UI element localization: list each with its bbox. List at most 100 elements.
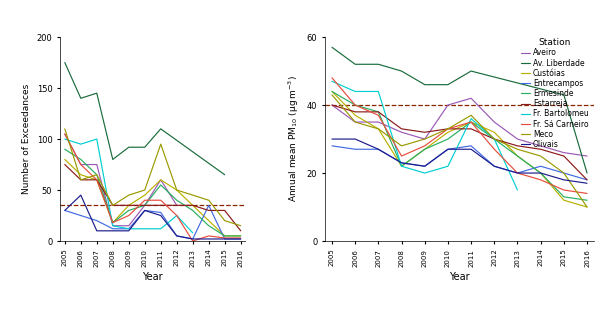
Estarreja bbox=[445, 127, 452, 131]
Ermesinde bbox=[173, 198, 181, 202]
Entrecampos bbox=[205, 203, 212, 207]
Line: Fr. Bartolomeu: Fr. Bartolomeu bbox=[65, 139, 193, 233]
Line: Fr. Bartolomeu: Fr. Bartolomeu bbox=[332, 81, 517, 190]
Ermesinde bbox=[375, 110, 382, 114]
Fr. Sá Carneiro bbox=[421, 144, 428, 148]
Av. Liberdade bbox=[560, 93, 568, 97]
Fr. Sá Carneiro bbox=[61, 132, 68, 136]
Meco bbox=[61, 127, 68, 131]
Av. Liberdade bbox=[375, 62, 382, 66]
Ermesinde bbox=[560, 195, 568, 199]
Av. Liberdade bbox=[352, 62, 359, 66]
Fr. Bartolomeu bbox=[375, 90, 382, 93]
Line: Fr. Sá Carneiro: Fr. Sá Carneiro bbox=[332, 78, 587, 193]
Av. Liberdade bbox=[109, 158, 116, 161]
Olivais bbox=[205, 237, 212, 241]
Line: Estarreja: Estarreja bbox=[65, 164, 241, 231]
Av. Liberdade bbox=[61, 61, 68, 64]
Aveiro bbox=[352, 120, 359, 124]
Fr. Sá Carneiro bbox=[560, 188, 568, 192]
Meco bbox=[467, 113, 475, 117]
Meco bbox=[157, 142, 164, 146]
X-axis label: Year: Year bbox=[449, 272, 470, 282]
Meco bbox=[537, 154, 544, 158]
Custóias bbox=[398, 164, 405, 168]
Custóias bbox=[491, 130, 498, 134]
Ermesinde bbox=[583, 198, 590, 202]
Estarreja bbox=[560, 154, 568, 158]
Aveiro bbox=[109, 224, 116, 227]
Estarreja bbox=[93, 178, 100, 182]
Ermesinde bbox=[77, 158, 85, 161]
Meco bbox=[141, 188, 148, 192]
Entrecampos bbox=[467, 144, 475, 148]
Custóias bbox=[421, 147, 428, 151]
Custóias bbox=[77, 173, 85, 177]
Y-axis label: Annual mean PM$_{10}$ (μg m$^{-3}$): Annual mean PM$_{10}$ (μg m$^{-3}$) bbox=[287, 76, 301, 202]
Fr. Bartolomeu bbox=[421, 171, 428, 175]
Estarreja bbox=[157, 203, 164, 207]
Aveiro bbox=[141, 203, 148, 207]
Olivais bbox=[328, 137, 335, 141]
Line: Aveiro: Aveiro bbox=[65, 134, 177, 226]
Custóias bbox=[537, 171, 544, 175]
Custóias bbox=[352, 113, 359, 117]
Fr. Bartolomeu bbox=[157, 227, 164, 231]
Fr. Sá Carneiro bbox=[537, 178, 544, 182]
Av. Liberdade bbox=[398, 69, 405, 73]
Fr. Bartolomeu bbox=[125, 227, 133, 231]
Ermesinde bbox=[93, 173, 100, 177]
Line: Fr. Sá Carneiro: Fr. Sá Carneiro bbox=[65, 134, 241, 241]
Custóias bbox=[141, 193, 148, 197]
Custóias bbox=[445, 130, 452, 134]
Meco bbox=[109, 203, 116, 207]
Estarreja bbox=[375, 110, 382, 114]
Custóias bbox=[514, 154, 521, 158]
Custóias bbox=[157, 178, 164, 182]
Fr. Sá Carneiro bbox=[93, 178, 100, 182]
Meco bbox=[375, 127, 382, 131]
Olivais bbox=[141, 209, 148, 212]
Custóias bbox=[173, 188, 181, 192]
Custóias bbox=[237, 234, 244, 238]
Fr. Bartolomeu bbox=[514, 188, 521, 192]
Estarreja bbox=[221, 209, 229, 212]
Ermesinde bbox=[352, 103, 359, 107]
Estarreja bbox=[398, 127, 405, 131]
Meco bbox=[189, 193, 196, 197]
Estarreja bbox=[328, 103, 335, 107]
Av. Liberdade bbox=[421, 83, 428, 87]
Av. Liberdade bbox=[125, 145, 133, 149]
Entrecampos bbox=[514, 171, 521, 175]
Line: Ermesinde: Ermesinde bbox=[65, 149, 241, 236]
Olivais bbox=[352, 137, 359, 141]
Legend: Aveiro, Av. Liberdade, Custóias, Entrecampos, Ermesinde, Estarreja, Fr. Bartolom: Aveiro, Av. Liberdade, Custóias, Entreca… bbox=[519, 37, 590, 150]
Meco bbox=[352, 120, 359, 124]
Ermesinde bbox=[141, 203, 148, 207]
Entrecampos bbox=[77, 214, 85, 218]
Line: Olivais: Olivais bbox=[332, 139, 587, 183]
Ermesinde bbox=[157, 183, 164, 187]
Entrecampos bbox=[352, 147, 359, 151]
Estarreja bbox=[141, 203, 148, 207]
Custóias bbox=[560, 198, 568, 202]
Custóias bbox=[61, 158, 68, 161]
Estarreja bbox=[189, 203, 196, 207]
Olivais bbox=[560, 178, 568, 182]
Av. Liberdade bbox=[583, 171, 590, 175]
Olivais bbox=[93, 229, 100, 233]
Ermesinde bbox=[328, 90, 335, 93]
Fr. Sá Carneiro bbox=[77, 163, 85, 166]
Fr. Sá Carneiro bbox=[189, 239, 196, 243]
Aveiro bbox=[537, 144, 544, 148]
Av. Liberdade bbox=[157, 127, 164, 131]
Fr. Sá Carneiro bbox=[467, 120, 475, 124]
Fr. Sá Carneiro bbox=[125, 214, 133, 218]
Custóias bbox=[221, 234, 229, 238]
Line: Entrecampos: Entrecampos bbox=[65, 205, 241, 239]
Aveiro bbox=[93, 163, 100, 166]
Entrecampos bbox=[328, 144, 335, 148]
Olivais bbox=[189, 237, 196, 241]
Olivais bbox=[445, 147, 452, 151]
Fr. Bartolomeu bbox=[445, 164, 452, 168]
